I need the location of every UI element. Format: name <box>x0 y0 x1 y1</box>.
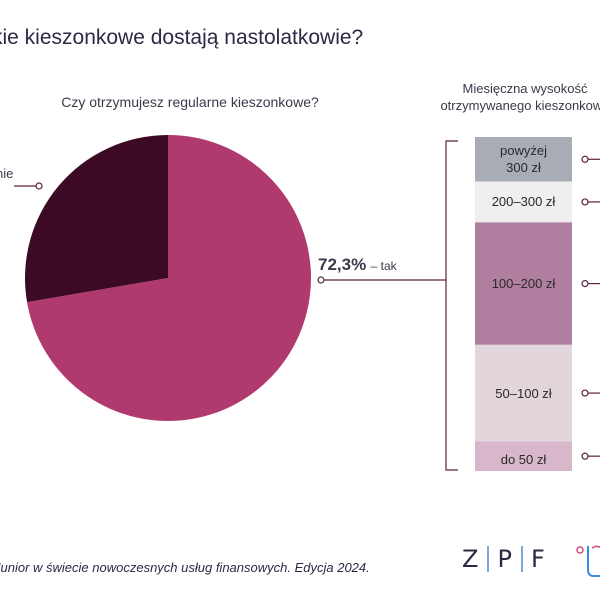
pie-chart <box>24 135 311 421</box>
bar-segment-label-0: powyżej 300 zł <box>475 142 572 176</box>
nie-connector-dot <box>35 182 43 190</box>
bar-segment-label-4: do 50 zł <box>475 451 572 468</box>
bar-bracket <box>445 140 458 471</box>
bar-segment-4 <box>475 441 572 471</box>
tak-connector-dot <box>317 276 325 284</box>
segment-connector-dot-0 <box>581 155 589 163</box>
pie-value-tak: 72,3% <box>318 255 367 274</box>
segment-connector-dot-4 <box>581 452 589 460</box>
pie-label-tak: 72,3% – tak <box>318 255 397 275</box>
bar-segment-label-0-line-0: powyżej <box>500 143 547 159</box>
bar-segment-label-2: 100–200 zł <box>475 275 572 292</box>
zpf-logo: Z P F <box>462 543 546 575</box>
bar-segment-label-0-line-1: 300 zł <box>506 160 541 176</box>
segment-connector-dot-1 <box>581 198 589 206</box>
pie-label-tak-text: – tak <box>370 259 397 273</box>
bar-chart-title: Miesięczna wysokość otrzymywanego kieszo… <box>425 80 600 114</box>
bar-segment-0 <box>475 137 572 182</box>
chart-title: kie kieszonkowe dostają nastolatkowie? <box>0 26 364 49</box>
pie-label-nie: nie <box>0 166 14 181</box>
bar-segment-label-2-line-0: 100–200 zł <box>491 276 556 292</box>
pie-chart-title: Czy otrzymujesz regularne kieszonkowe? <box>61 94 319 110</box>
bar-chart-title-line-1: Miesięczna wysokość <box>462 81 588 96</box>
source-note: Junior w świecie nowoczesnych usług fina… <box>0 560 370 575</box>
bar-segment-label-1: 200–300 zł <box>475 193 572 210</box>
pie-slice-tak <box>27 135 311 421</box>
pie-label-tak-word: tak <box>380 259 397 273</box>
pie-slice-nie <box>24 135 169 303</box>
bar-segment-label-3-line-0: 50–100 zł <box>495 385 552 401</box>
bar-segment-3 <box>475 344 572 442</box>
bar-segment-2 <box>475 222 572 345</box>
bar-segment-label-1-line-0: 200–300 zł <box>491 194 556 210</box>
stacked-bar-chart <box>475 137 572 471</box>
segment-connector-dot-3 <box>581 389 589 397</box>
junior-logo <box>576 545 600 577</box>
zpf-logo-p: P <box>497 545 513 573</box>
bar-segment-label-4-line-0: do 50 zł <box>500 451 547 467</box>
bar-segment-1 <box>475 181 572 223</box>
connectors <box>14 140 600 471</box>
zpf-logo-f: F <box>530 545 546 573</box>
bar-segment-label-3: 50–100 zł <box>475 385 572 402</box>
bar-chart-title-line-2: otrzymywanego kieszonkowe <box>440 98 600 113</box>
zpf-logo-z: Z <box>462 545 480 573</box>
segment-connector-dot-2 <box>581 279 589 288</box>
